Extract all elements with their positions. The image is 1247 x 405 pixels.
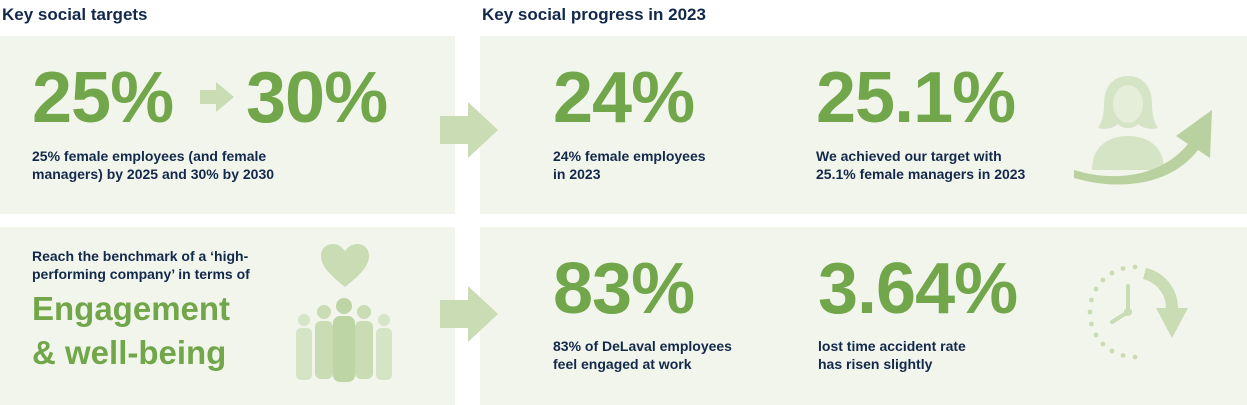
female-managers-description-line1: We achieved our target with (816, 148, 1002, 164)
heart-icon (321, 244, 369, 287)
target-female-description: 25% female employees (and female manager… (32, 147, 274, 183)
female-managers-description-line2: 25.1% female managers in 2023 (816, 166, 1026, 182)
engagement-highlight-line1: Engagement (32, 290, 231, 327)
progress-female-employees-value: 24% (553, 58, 695, 138)
engagement-description-line2: feel engaged at work (553, 356, 692, 372)
target-engagement-intro-line2: performing company’ in terms of (32, 266, 250, 282)
clock-icon (1087, 264, 1188, 360)
target-engagement-intro: Reach the benchmark of a ‘high- performi… (32, 247, 250, 283)
progress-engagement-value: 83% (553, 249, 695, 329)
progress-female-managers-value: 25.1% (816, 58, 1016, 138)
accident-rate-description-line2: has risen slightly (818, 356, 933, 372)
progress-accident-rate-description: lost time accident rate has risen slight… (818, 337, 966, 373)
target-engagement-intro-line1: Reach the benchmark of a ‘high- (32, 248, 249, 264)
accident-rate-description-line1: lost time accident rate (818, 338, 966, 354)
people-group-icon (296, 298, 392, 382)
arrow-right-icon (200, 82, 234, 112)
female-employees-description-line1: 24% female employees (553, 148, 706, 164)
engagement-highlight-line2: & well-being (32, 334, 227, 371)
progress-accident-rate-value: 3.64% (818, 249, 1018, 329)
engagement-description-line1: 83% of DeLaval employees (553, 338, 732, 354)
arrow-right-icon (440, 102, 498, 158)
woman-silhouette-icon (1092, 76, 1164, 170)
upward-trend-arrow-icon (1074, 110, 1212, 185)
targets-heading: Key social targets (2, 5, 148, 24)
progress-heading: Key social progress in 2023 (482, 5, 706, 24)
female-employees-description-line2: in 2023 (553, 166, 601, 182)
progress-female-employees-description: 24% female employees in 2023 (553, 147, 706, 183)
target-from-value: 25% (32, 58, 174, 138)
progress-engagement-description: 83% of DeLaval employees feel engaged at… (553, 337, 732, 373)
target-female-description-line2: managers) by 2025 and 30% by 2030 (32, 166, 275, 182)
target-female-description-line1: 25% female employees (and female (32, 148, 267, 164)
progress-female-managers-description: We achieved our target with 25.1% female… (816, 147, 1025, 183)
target-engagement-highlight: Engagement & well-being (32, 287, 230, 375)
arrow-right-icon (440, 286, 498, 342)
targets-female-panel (0, 36, 455, 214)
target-to-value: 30% (246, 58, 388, 138)
